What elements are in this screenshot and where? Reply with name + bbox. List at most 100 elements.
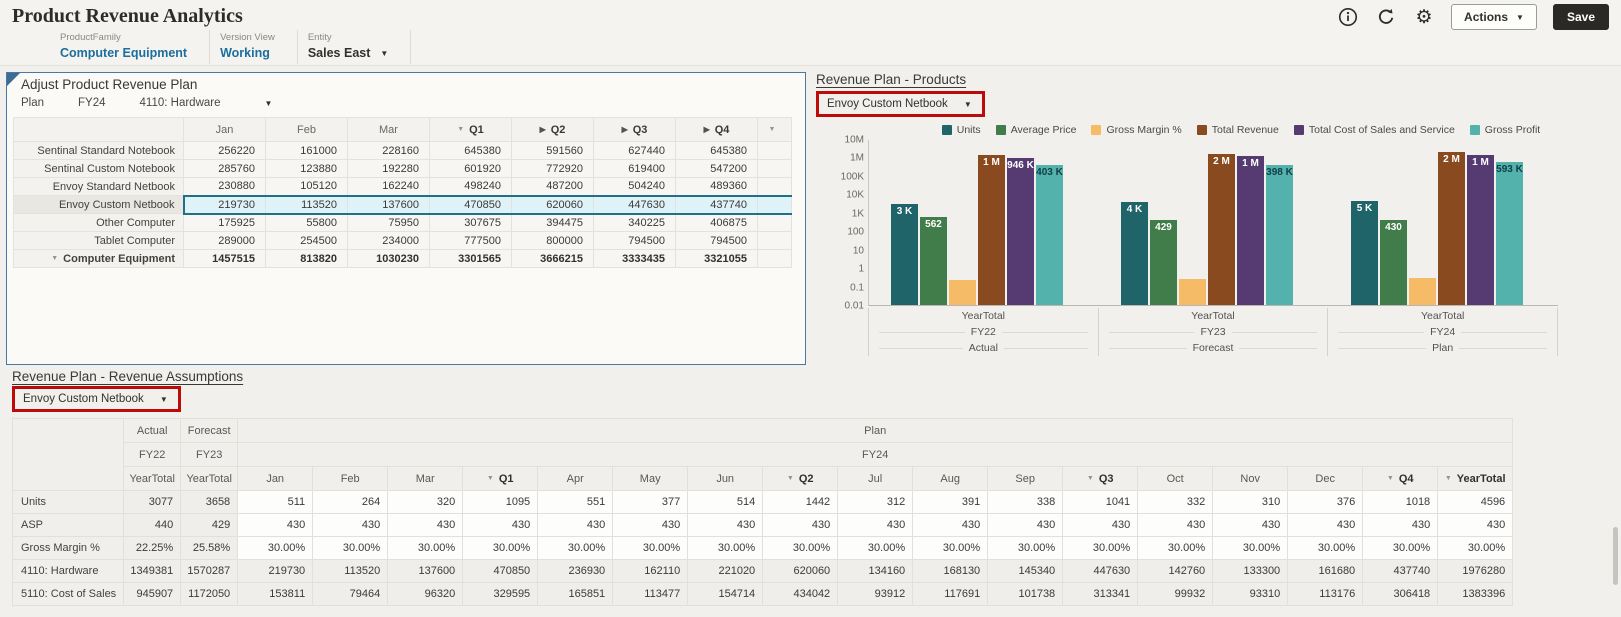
grid-cell[interactable]: 437740 <box>675 194 758 215</box>
pov-item-version-view[interactable]: Version View Working <box>210 30 298 64</box>
period-header[interactable]: YearTotal <box>180 466 239 491</box>
period-header-q2[interactable]: ▼ Q2 <box>762 466 839 491</box>
grid-cell[interactable]: 470850 <box>429 194 512 215</box>
grid-cell[interactable]: 794500 <box>593 231 676 250</box>
bar-units[interactable]: 5 K <box>1351 201 1378 305</box>
bar-average-price[interactable]: 429 <box>1150 220 1177 305</box>
grid-cell[interactable] <box>757 177 792 196</box>
grid-cell[interactable]: 430 <box>987 513 1064 537</box>
info-icon[interactable] <box>1337 6 1359 28</box>
grid-cell[interactable]: 645380 <box>675 141 758 160</box>
column-header-Jan[interactable]: Jan <box>183 117 266 142</box>
collapse-icon[interactable]: ▼ <box>786 475 794 483</box>
grid-cell[interactable]: 320 <box>387 490 464 514</box>
period-header[interactable]: YearTotal <box>123 466 182 491</box>
grid-cell[interactable]: 777500 <box>429 231 512 250</box>
row-header[interactable]: Envoy Standard Netbook <box>13 177 184 196</box>
adjust-pov-member[interactable]: FY24 <box>78 97 106 109</box>
bar-gross-profit[interactable]: 403 K <box>1036 165 1063 305</box>
grid-cell[interactable] <box>757 249 792 268</box>
grid-cell[interactable] <box>757 213 792 232</box>
period-header-jul[interactable]: Jul <box>837 466 914 491</box>
grid-cell[interactable]: 430 <box>1287 513 1364 537</box>
grid-cell[interactable]: 30.00% <box>462 536 539 560</box>
grid-cell[interactable]: 800000 <box>511 231 594 250</box>
row-header[interactable]: Tablet Computer <box>13 231 184 250</box>
grid-cell[interactable]: 162240 <box>347 177 430 196</box>
grid-cell[interactable]: 30.00% <box>312 536 389 560</box>
grid-cell[interactable]: 30.00% <box>1287 536 1364 560</box>
bar-total-cost-of-sales-and-service[interactable]: 1 M <box>1467 155 1494 305</box>
year-header[interactable]: FY22 <box>123 442 182 467</box>
collapse-icon[interactable]: ▼ <box>1086 475 1094 483</box>
grid-cell[interactable]: 430 <box>312 513 389 537</box>
grid-cell[interactable]: 307675 <box>429 213 512 232</box>
grid-cell[interactable]: 254500 <box>265 231 348 250</box>
period-header-q4[interactable]: ▼ Q4 <box>1362 466 1439 491</box>
grid-cell[interactable]: 504240 <box>593 177 676 196</box>
bar-average-price[interactable]: 430 <box>1380 220 1407 305</box>
grid-cell[interactable]: 75950 <box>347 213 430 232</box>
row-header[interactable]: Other Computer <box>13 213 184 232</box>
grid-cell[interactable]: 340225 <box>593 213 676 232</box>
grid-cell[interactable]: 30.00% <box>537 536 614 560</box>
grid-cell[interactable]: 487200 <box>511 177 594 196</box>
pov-item-entity[interactable]: Entity Sales East ▼ <box>298 30 412 64</box>
bar-units[interactable]: 3 K <box>891 204 918 305</box>
grid-cell[interactable]: 137600 <box>347 194 430 215</box>
settings-gear-icon[interactable]: ⚙ <box>1415 6 1433 28</box>
grid-cell[interactable]: 175925 <box>183 213 266 232</box>
grid-cell[interactable]: 447630 <box>593 194 676 215</box>
grid-cell[interactable]: 1030230 <box>347 249 430 268</box>
grid-cell[interactable]: 376 <box>1287 490 1364 514</box>
grid-cell[interactable]: 312 <box>837 490 914 514</box>
grid-cell[interactable]: 430 <box>1137 513 1214 537</box>
pov-item-productfamily[interactable]: ProductFamily Computer Equipment <box>50 30 211 64</box>
period-header-feb[interactable]: Feb <box>312 466 389 491</box>
period-header-q3[interactable]: ▼ Q3 <box>1062 466 1139 491</box>
period-header-aug[interactable]: Aug <box>912 466 989 491</box>
bar-total-cost-of-sales-and-service[interactable]: 1 M <box>1237 156 1264 305</box>
bar-total-revenue[interactable]: 2 M <box>1438 152 1465 305</box>
grid-cell[interactable]: 551 <box>537 490 614 514</box>
row-header[interactable]: ASP <box>11 513 125 537</box>
column-header-Feb[interactable]: Feb <box>265 117 348 142</box>
grid-cell[interactable]: 332 <box>1137 490 1214 514</box>
grid-cell[interactable]: 228160 <box>347 141 430 160</box>
bar-total-cost-of-sales-and-service[interactable]: 946 K <box>1007 158 1034 305</box>
actions-button[interactable]: Actions ▼ <box>1451 4 1537 30</box>
grid-cell[interactable]: 30.00% <box>687 536 764 560</box>
grid-cell[interactable]: 3301565 <box>429 249 512 268</box>
grid-cell[interactable]: 430 <box>462 513 539 537</box>
grid-cell[interactable]: 30.00% <box>237 536 314 560</box>
grid-cell[interactable]: 1041 <box>1062 490 1139 514</box>
grid-cell[interactable]: 619400 <box>593 159 676 178</box>
row-header[interactable]: Sentinal Custom Notebook <box>13 159 184 178</box>
scenario-header[interactable]: Forecast <box>180 418 239 443</box>
grid-cell[interactable]: 30.00% <box>1362 536 1439 560</box>
collapse-icon[interactable]: ▼ <box>1386 475 1394 483</box>
grid-cell[interactable] <box>757 194 792 215</box>
grid-cell[interactable]: 430 <box>1062 513 1139 537</box>
legend-item[interactable]: Gross Margin % <box>1091 124 1182 136</box>
period-header-mar[interactable]: Mar <box>387 466 464 491</box>
grid-cell[interactable]: 30.00% <box>612 536 689 560</box>
period-header-nov[interactable]: Nov <box>1212 466 1289 491</box>
grid-cell[interactable]: 30.00% <box>762 536 839 560</box>
grid-cell[interactable]: 620060 <box>511 194 594 215</box>
grid-cell[interactable] <box>757 141 792 160</box>
grid-cell[interactable]: 289000 <box>183 231 266 250</box>
grid-cell[interactable] <box>757 159 792 178</box>
collapse-icon[interactable]: ▼ <box>486 475 494 483</box>
grid-cell[interactable]: 230880 <box>183 177 266 196</box>
column-header-Q4[interactable]: ▶ Q4 <box>675 117 758 142</box>
grid-cell[interactable]: 547200 <box>675 159 758 178</box>
legend-item[interactable]: Total Revenue <box>1196 124 1279 136</box>
grid-cell[interactable]: 55800 <box>265 213 348 232</box>
grid-cell[interactable]: 813820 <box>265 249 348 268</box>
row-header[interactable]: Sentinal Standard Notebook <box>13 141 184 160</box>
grid-cell[interactable]: 1457515 <box>183 249 266 268</box>
grid-cell[interactable]: 219730 <box>182 194 266 215</box>
bar-gross-profit[interactable]: 593 K <box>1496 162 1523 305</box>
period-header-may[interactable]: May <box>612 466 689 491</box>
